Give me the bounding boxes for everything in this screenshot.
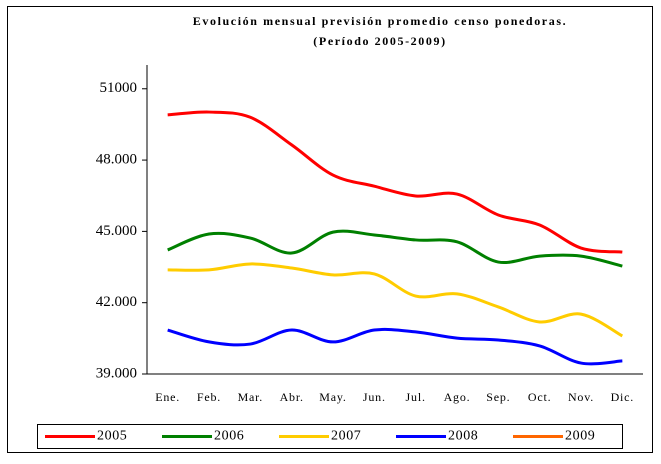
x-tick-label: Ago. (444, 390, 471, 404)
x-tick-label: Oct. (528, 390, 552, 404)
series-line (167, 229, 623, 268)
x-tick-label: Jul. (406, 390, 426, 404)
x-tick-label: Nov. (568, 390, 594, 404)
x-tick-label: Dic. (611, 390, 635, 404)
x-tick-label: Mar. (238, 390, 264, 404)
legend-label: 2005 (97, 429, 127, 444)
x-tick-label: Sep. (486, 390, 510, 404)
chart-frame (7, 6, 653, 453)
legend-label: 2006 (214, 429, 244, 444)
chart-title: Evolución mensual previsión promedio cen… (193, 14, 567, 28)
chart-subtitle: (Período 2005-2009) (313, 34, 446, 48)
x-tick-label: May. (319, 390, 346, 404)
y-tick-label: 42.000 (96, 294, 137, 310)
series-line (167, 110, 623, 254)
series-line (167, 262, 624, 338)
y-tick-label: 39.000 (96, 365, 137, 381)
legend-label: 2008 (448, 429, 478, 444)
y-tick-label: 48.000 (96, 152, 137, 168)
series-line (167, 327, 623, 366)
x-tick-label: Ene. (155, 390, 180, 404)
x-tick-label: Jun. (363, 390, 386, 404)
y-tick-label: 45.000 (96, 223, 137, 239)
y-tick-label: 51000 (100, 80, 138, 96)
legend-label: 2009 (565, 429, 595, 444)
x-tick-label: Abr. (280, 390, 304, 404)
x-tick-label: Feb. (197, 390, 221, 404)
legend-label: 2007 (331, 429, 361, 444)
